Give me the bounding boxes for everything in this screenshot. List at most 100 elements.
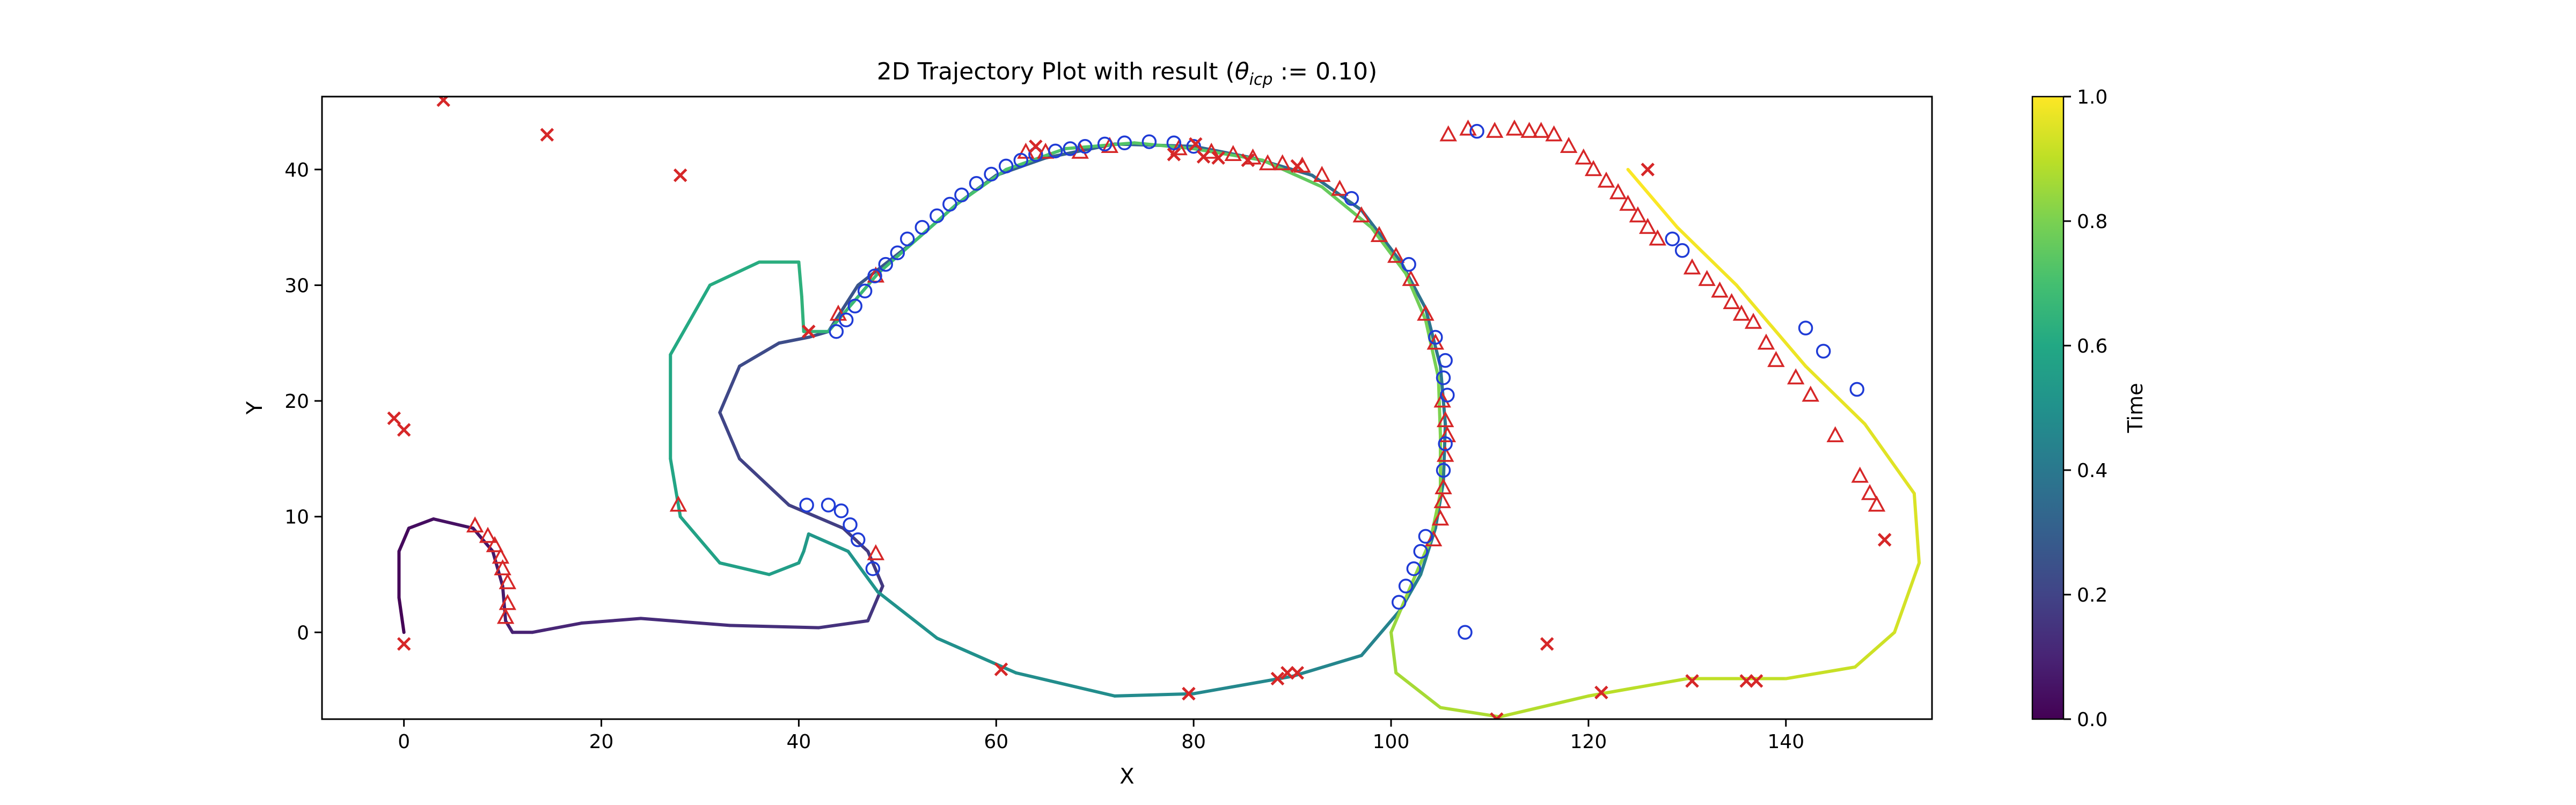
circle-marker xyxy=(1391,595,1407,610)
cross-marker xyxy=(1211,151,1225,165)
circle-marker xyxy=(851,532,866,547)
circle-marker xyxy=(942,196,957,212)
markers xyxy=(387,97,1892,719)
trajectory-segment xyxy=(787,503,845,530)
triangle-marker xyxy=(1258,154,1277,171)
trajectory-segment xyxy=(1586,677,1689,698)
trajectory-segment xyxy=(1863,422,1916,495)
triangle-marker xyxy=(1352,206,1371,223)
circle-marker xyxy=(1440,387,1455,403)
cross-marker xyxy=(1280,665,1294,680)
triangle-marker xyxy=(1868,495,1886,512)
x-tick-label: 60 xyxy=(984,731,1008,753)
trajectory-segment xyxy=(802,532,810,553)
triangle-marker xyxy=(1439,125,1457,142)
triangle-marker xyxy=(1331,179,1349,196)
cross-marker xyxy=(397,423,411,437)
cross-marker xyxy=(1189,137,1203,151)
circle-marker xyxy=(838,312,854,327)
circle-marker xyxy=(1418,529,1433,544)
trajectory-segment xyxy=(1424,306,1442,368)
triangle-marker xyxy=(1436,445,1454,462)
triangle-marker xyxy=(494,559,511,575)
circle-marker xyxy=(1013,152,1029,168)
circle-marker xyxy=(1674,243,1690,258)
x-tick-label: 120 xyxy=(1570,731,1607,753)
cross-marker xyxy=(1196,150,1211,164)
triangle-marker xyxy=(1431,509,1450,526)
trajectory-segment xyxy=(1113,692,1196,698)
x-tick-label: 20 xyxy=(589,731,614,753)
cross-marker xyxy=(1241,153,1255,167)
trajectory-segment xyxy=(718,364,742,414)
triangle-marker xyxy=(1424,530,1443,547)
circle-marker xyxy=(1097,136,1113,152)
trajectory-segment xyxy=(1394,671,1442,709)
cross-marker xyxy=(1270,671,1285,686)
trajectory-segment xyxy=(1359,608,1403,657)
triangle-marker xyxy=(1767,350,1785,367)
triangle-marker xyxy=(1101,137,1119,153)
trajectory-segment xyxy=(580,617,643,625)
triangle-marker xyxy=(1560,137,1578,153)
cross-marker xyxy=(436,97,451,107)
triangle-marker xyxy=(1639,217,1657,234)
triangle-marker xyxy=(1485,122,1504,138)
triangle-marker xyxy=(1433,492,1451,508)
trajectory-segment xyxy=(846,550,880,594)
x-tick-label: 140 xyxy=(1767,731,1804,753)
trajectory-segment xyxy=(1498,694,1590,719)
x-axis: 0 20 40 60 80 100 120 140 xyxy=(398,719,1804,753)
circle-marker xyxy=(998,158,1014,174)
triangle-marker xyxy=(1545,125,1563,142)
trajectory-segment xyxy=(817,619,870,630)
triangle-marker xyxy=(1402,270,1420,286)
triangle-marker xyxy=(1313,165,1331,182)
triangle-marker xyxy=(1629,206,1647,223)
triangle-marker xyxy=(1370,226,1388,242)
circle-marker xyxy=(1428,330,1443,345)
circle-marker xyxy=(1117,135,1132,150)
circle-marker xyxy=(847,298,863,314)
triangle-marker xyxy=(1802,385,1819,402)
trajectory-segment xyxy=(738,457,791,507)
triangle-marker xyxy=(1597,171,1615,188)
trajectory-segment xyxy=(1893,561,1921,634)
cross-marker xyxy=(1540,637,1554,651)
circle-marker xyxy=(984,166,999,182)
colorbar-tick-label: 1.0 xyxy=(2077,86,2107,108)
circle-marker xyxy=(1798,320,1813,335)
circle-marker xyxy=(914,219,930,235)
triangle-marker xyxy=(479,526,497,543)
trajectory-segment xyxy=(718,411,742,460)
y-tick-label: 40 xyxy=(284,159,309,181)
triangle-marker xyxy=(466,516,484,533)
triangle-marker xyxy=(1861,484,1879,500)
circle-marker xyxy=(890,245,905,260)
y-axis-label: Y xyxy=(243,401,267,415)
circle-marker xyxy=(1665,231,1680,246)
colorbar-tick-label: 0.6 xyxy=(2077,335,2107,357)
trajectory-segment xyxy=(1804,364,1867,426)
circle-marker xyxy=(1816,343,1831,359)
circle-marker xyxy=(878,257,894,272)
triangle-marker xyxy=(1711,281,1729,298)
x-tick-label: 0 xyxy=(398,731,410,753)
trajectory-segment xyxy=(708,260,761,287)
triangle-marker xyxy=(1520,122,1538,138)
triangle-marker xyxy=(492,547,510,564)
circle-marker xyxy=(969,175,984,191)
trajectory-segment xyxy=(1912,492,1921,565)
trajectory-segment xyxy=(639,617,731,627)
trajectory-segment xyxy=(777,335,810,345)
circle-marker xyxy=(1849,382,1864,397)
y-tick-label: 0 xyxy=(297,622,309,644)
circle-marker xyxy=(954,187,969,203)
circle-marker xyxy=(930,208,945,223)
trajectory-segment xyxy=(1438,706,1502,719)
triangle-marker xyxy=(1274,154,1291,171)
cross-marker xyxy=(673,168,687,182)
trajectory-segment xyxy=(1675,225,1738,287)
triangle-marker xyxy=(1433,391,1451,408)
triangle-marker xyxy=(1459,119,1477,136)
